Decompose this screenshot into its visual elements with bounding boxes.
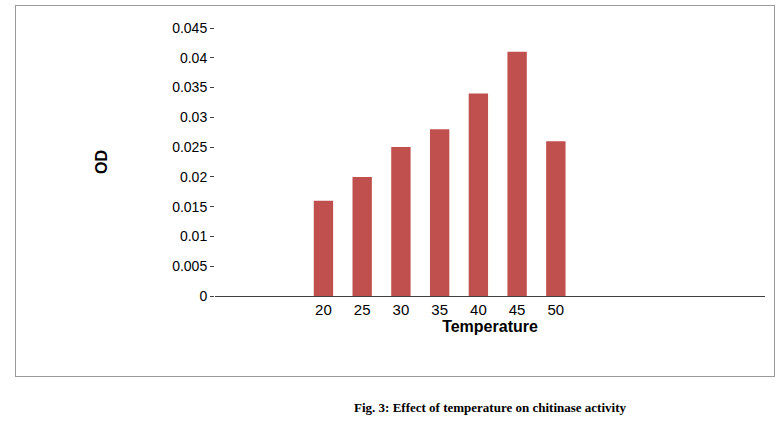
svg-text:0.02: 0.02 [180,169,207,185]
svg-text:40: 40 [470,301,487,318]
svg-text:Fig. 3: Effect of temperature: Fig. 3: Effect of temperature on chitina… [354,400,626,415]
svg-text:50: 50 [548,301,565,318]
svg-text:0.015: 0.015 [172,199,207,215]
svg-text:Temperature: Temperature [442,318,538,335]
svg-text:25: 25 [354,301,371,318]
svg-text:30: 30 [393,301,410,318]
svg-text:0.045: 0.045 [172,20,207,36]
svg-text:0.03: 0.03 [180,109,207,125]
svg-text:0.04: 0.04 [180,50,207,66]
svg-text:0.005: 0.005 [172,258,207,274]
svg-text:35: 35 [431,301,448,318]
svg-text:0: 0 [199,288,207,304]
svg-text:0.01: 0.01 [180,228,207,244]
svg-text:OD: OD [93,150,110,174]
svg-text:45: 45 [509,301,526,318]
svg-text:0.035: 0.035 [172,79,207,95]
svg-text:20: 20 [315,301,332,318]
svg-text:0.025: 0.025 [172,139,207,155]
